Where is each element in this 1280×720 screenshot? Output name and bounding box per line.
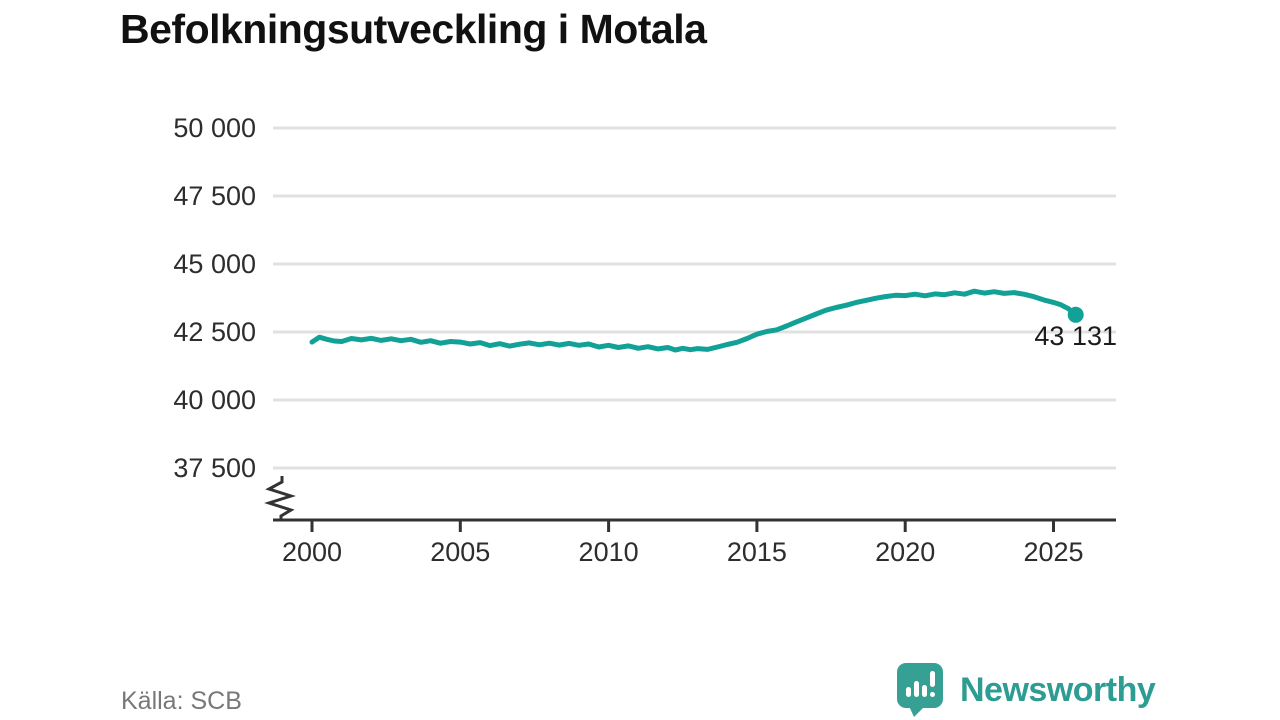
x-tick-label: 2025 (1023, 537, 1083, 567)
x-axis: 2000 2005 2010 2015 2020 2025 (273, 518, 1116, 567)
y-axis-tick-labels: 50 000 47 500 45 000 42 500 40 000 37 500 (173, 113, 256, 483)
x-tick-label: 2015 (727, 537, 787, 567)
y-tick-label: 47 500 (173, 181, 256, 211)
x-tick-label: 2010 (579, 537, 639, 567)
latest-value-marker-dot (1067, 306, 1084, 323)
x-tick-label: 2000 (282, 537, 342, 567)
x-tick-label: 2005 (430, 537, 490, 567)
y-tick-label: 50 000 (173, 113, 256, 143)
y-tick-label: 40 000 (173, 385, 256, 415)
source-label: Källa: SCB (121, 687, 242, 715)
latest-value-label: 43 131 (1034, 321, 1117, 351)
y-tick-label: 45 000 (173, 249, 256, 279)
y-tick-label: 37 500 (173, 453, 256, 483)
chart-title: Befolkningsutveckling i Motala (120, 6, 707, 52)
x-tick-label: 2020 (875, 537, 935, 567)
newsworthy-brand: Newsworthy (897, 663, 1156, 717)
population-series-line (309, 288, 1079, 353)
axis-break-icon (264, 476, 296, 520)
y-tick-label: 42 500 (173, 317, 256, 347)
newsworthy-logo-icon (897, 663, 943, 717)
gridlines (273, 126, 1116, 470)
brand-wordmark: Newsworthy (960, 670, 1156, 709)
